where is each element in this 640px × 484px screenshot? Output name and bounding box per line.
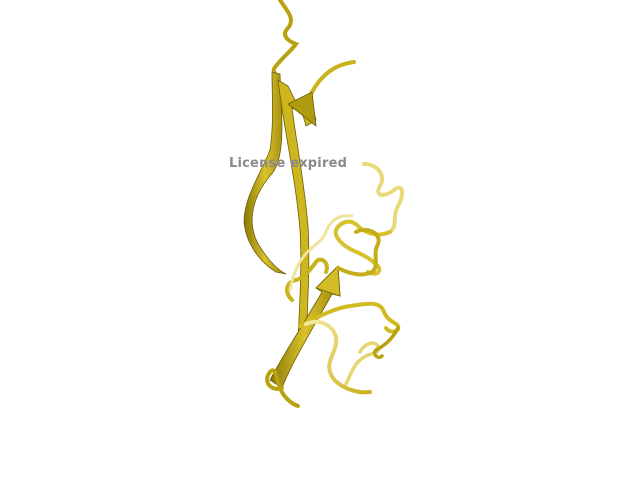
license-watermark: License expired — [229, 156, 348, 171]
beta-strand-left — [243, 71, 287, 275]
right-loop-terminal — [372, 326, 400, 360]
bottom-left-loop — [265, 368, 300, 408]
right-loop-mid — [333, 219, 392, 276]
loop-segment-c — [304, 319, 372, 395]
right-loop-connector — [288, 214, 354, 292]
right-loop-lower — [336, 227, 381, 277]
loop-segment-d — [344, 341, 381, 386]
right-loop-upper — [362, 162, 405, 234]
n-terminal-loop — [271, 0, 300, 78]
strand-arrow-lower — [315, 265, 341, 297]
strand-arrow-top — [287, 91, 317, 127]
loop-segment-a — [285, 257, 329, 302]
